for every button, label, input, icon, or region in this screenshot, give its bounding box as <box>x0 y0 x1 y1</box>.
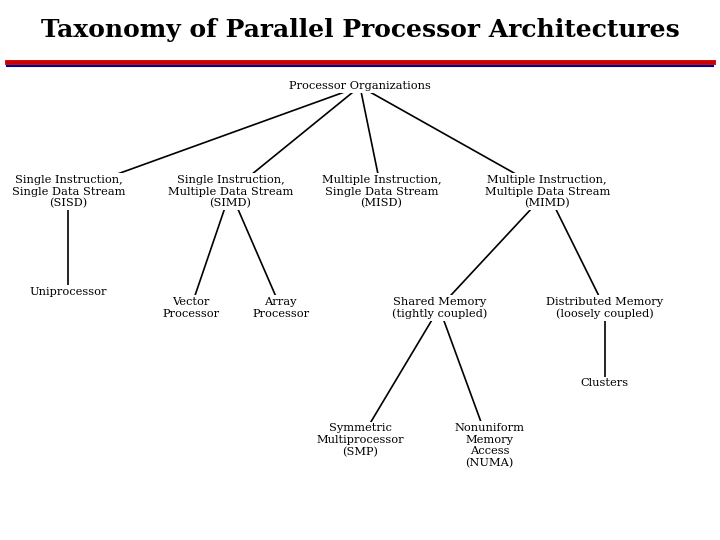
Text: Array
Processor: Array Processor <box>252 297 310 319</box>
Text: Vector
Processor: Vector Processor <box>162 297 220 319</box>
Text: Single Instruction,
Single Data Stream
(SISD): Single Instruction, Single Data Stream (… <box>12 175 125 208</box>
Text: Nonuniform
Memory
Access
(NUMA): Nonuniform Memory Access (NUMA) <box>454 423 525 468</box>
Text: Distributed Memory
(loosely coupled): Distributed Memory (loosely coupled) <box>546 296 663 319</box>
Text: Multiple Instruction,
Single Data Stream
(MISD): Multiple Instruction, Single Data Stream… <box>322 175 441 208</box>
Text: Symmetric
Multiprocessor
(SMP): Symmetric Multiprocessor (SMP) <box>316 423 404 457</box>
Text: Processor Organizations: Processor Organizations <box>289 82 431 91</box>
Text: Clusters: Clusters <box>581 379 629 388</box>
Text: Taxonomy of Parallel Processor Architectures: Taxonomy of Parallel Processor Architect… <box>40 18 680 42</box>
Text: Multiple Instruction,
Multiple Data Stream
(MIMD): Multiple Instruction, Multiple Data Stre… <box>485 175 610 208</box>
Text: Single Instruction,
Multiple Data Stream
(SIMD): Single Instruction, Multiple Data Stream… <box>168 175 293 208</box>
Text: Uniprocessor: Uniprocessor <box>30 287 107 296</box>
Text: Shared Memory
(tightly coupled): Shared Memory (tightly coupled) <box>392 296 487 319</box>
